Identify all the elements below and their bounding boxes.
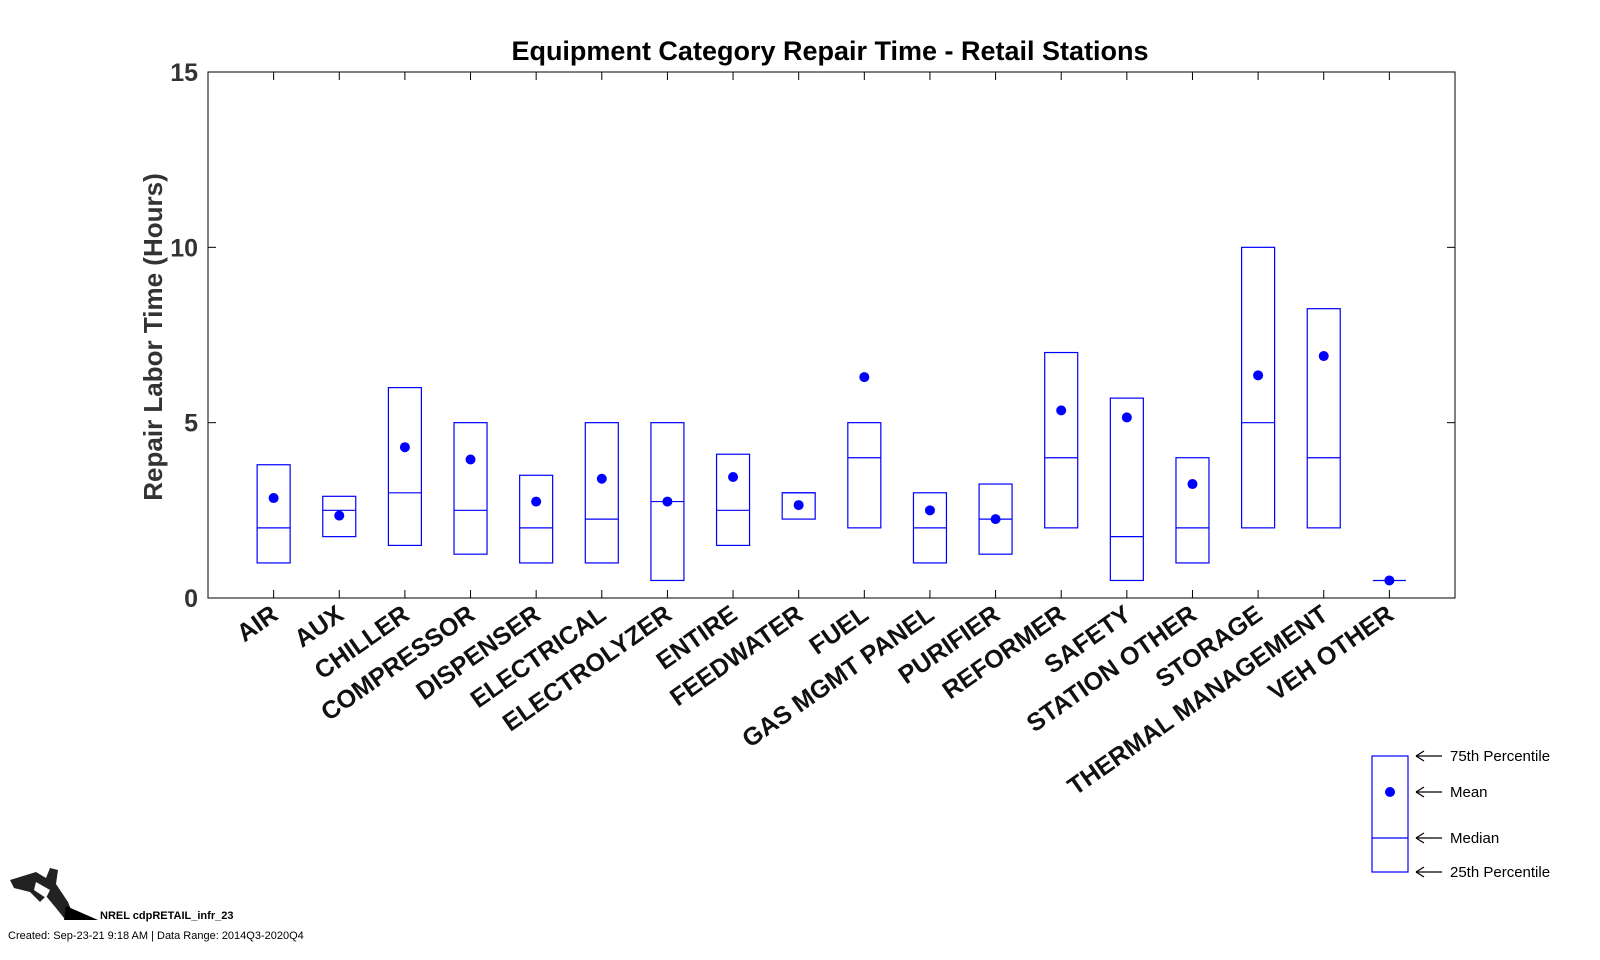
plot-area [207,71,1456,599]
mean-point [924,505,935,516]
iqr-box [1109,397,1144,582]
mean-point [1384,575,1395,586]
legend: 75th Percentile Mean Median 25th Percentile [1371,748,1550,881]
y-tick-label: 15 [170,59,198,87]
legend-box [1371,755,1409,873]
fuel-nozzle-icon [6,862,102,927]
y-tick-label: 0 [184,585,198,613]
mean-point [334,510,345,521]
legend-label-q3: 75th Percentile [1450,748,1550,765]
y-tick-label: 10 [170,234,198,262]
mean-point [662,496,673,507]
y-axis: 0 5 10 15 [170,59,1455,613]
legend-arrowhead [1415,832,1425,844]
iqr-box [1241,246,1276,529]
mean-point [1318,351,1329,362]
mean-point [531,496,542,507]
mean-point [1121,412,1132,423]
mean-point [728,472,739,483]
mean-point [1056,405,1067,416]
legend-label-mean: Mean [1450,784,1488,801]
y-axis-label: Repair Labor Time (Hours) [138,173,168,500]
box-series [256,246,1406,586]
legend-arrowhead [1415,786,1425,798]
mean-point [399,442,410,453]
legend-arrowhead [1415,750,1425,762]
x-axis: AIR AUXCHILLERCOMPRESSORDISPENSERELECTRIC… [232,72,1399,801]
iqr-box [1044,351,1079,529]
mean-point [596,473,607,484]
iqr-box [715,453,751,546]
iqr-box [322,495,357,538]
mean-point [1253,370,1264,381]
mean-point [1187,479,1198,490]
iqr-box [519,474,554,564]
iqr-box [387,387,422,547]
legend-label-q1: 25th Percentile [1450,864,1550,881]
iqr-box [1175,457,1210,564]
iqr-box [847,422,882,529]
mean-point [990,514,1001,525]
chart-id: NREL cdpRETAIL_infr_23 [100,910,234,922]
iqr-box [1306,308,1341,529]
mean-point [859,372,870,383]
chart-title: Equipment Category Repair Time - Retail … [511,36,1148,66]
mean-point [268,493,279,504]
legend-arrowhead [1415,866,1425,878]
x-tick-label: AIR [232,600,283,648]
legend-label-median: Median [1450,830,1499,847]
mean-point [465,454,476,465]
iqr-box [453,422,488,555]
iqr-box [256,464,291,564]
created-info: Created: Sep-23-21 9:18 AM | Data Range:… [8,930,304,942]
mean-point [793,500,804,511]
legend-mean-point [1385,787,1395,797]
iqr-box [584,422,619,564]
y-tick-label: 5 [184,410,198,438]
